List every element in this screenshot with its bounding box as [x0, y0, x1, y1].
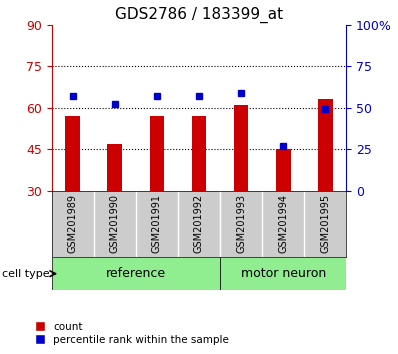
Text: GSM201993: GSM201993	[236, 194, 246, 253]
Bar	[276, 149, 291, 191]
Text: GSM201992: GSM201992	[194, 194, 204, 253]
Text: GSM201994: GSM201994	[278, 194, 288, 253]
Bar	[192, 116, 206, 191]
Text: cell type: cell type	[2, 269, 50, 279]
Text: reference: reference	[106, 267, 166, 280]
Text: GSM201995: GSM201995	[320, 194, 330, 253]
Bar	[234, 105, 248, 191]
Bar	[65, 116, 80, 191]
Bar	[318, 99, 333, 191]
Title: GDS2786 / 183399_at: GDS2786 / 183399_at	[115, 7, 283, 23]
Bar	[52, 257, 220, 290]
Bar	[107, 144, 122, 191]
Text: GSM201989: GSM201989	[68, 194, 78, 253]
Legend: count, percentile rank within the sample: count, percentile rank within the sample	[25, 317, 233, 349]
Bar	[220, 257, 346, 290]
Text: GSM201990: GSM201990	[110, 194, 120, 253]
Text: GSM201991: GSM201991	[152, 194, 162, 253]
Bar	[150, 116, 164, 191]
Text: motor neuron: motor neuron	[240, 267, 326, 280]
